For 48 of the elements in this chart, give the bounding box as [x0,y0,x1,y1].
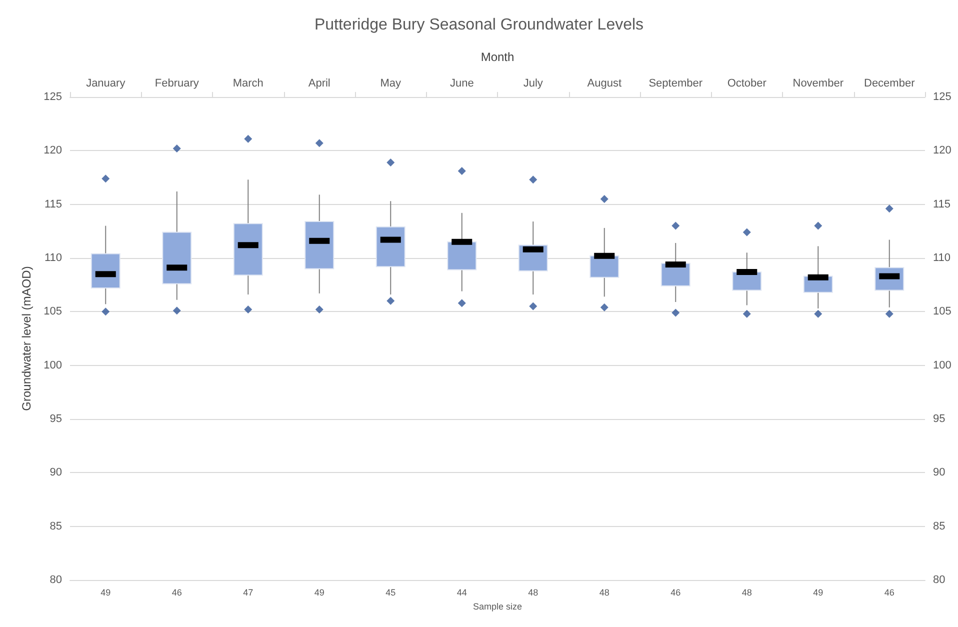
y2-tick-label: 105 [933,306,952,318]
text: 45 [386,588,396,598]
y-tick-label: 120 [44,144,62,157]
y2-tick-label: 85 [933,520,946,532]
x-tick-label: December [864,78,916,90]
y-tick-label: 110 [44,252,62,264]
text: 49 [100,588,111,598]
x-tick-label: February [154,78,200,90]
text: 48 [742,588,752,598]
x-axis-title: Sample size [472,602,522,612]
y-axis-title: Groundwater level (mAOD) [20,266,34,411]
text: 48 [528,588,538,598]
text: 47 [243,588,254,598]
y-tick-label: 115 [44,198,62,210]
text: 49 [314,588,324,598]
y-tick-label: 105 [44,306,62,318]
x-tick-label: April [308,78,330,90]
x-tick-label: March [232,78,264,90]
y2-tick-label: 125 [933,91,952,103]
y-tick-label: 90 [50,466,62,479]
x-tick-label: November [792,78,844,90]
x2-axis-title: Month [480,50,514,64]
text: 49 [813,588,824,598]
chart-title: Putteridge Bury Seasonal Groundwater Levels [314,16,644,34]
y2-tick-label: 80 [933,574,946,586]
y2-tick-label: 120 [933,144,952,157]
y-tick-label: 85 [50,520,62,532]
y2-tick-label: 110 [933,252,951,264]
y-tick-label: 95 [50,413,62,425]
x-tick-label: July [523,78,544,90]
text: 46 [172,588,182,598]
x-tick-label: September [648,78,703,90]
y2-tick-label: 90 [933,466,946,479]
y2-tick-label: 95 [933,413,946,425]
y-tick-label: 100 [44,359,62,372]
text: 44 [456,588,467,598]
x-tick-label: May [380,78,402,90]
y2-tick-label: 115 [933,198,951,210]
x-tick-label: January [86,78,126,90]
y2-tick-label: 100 [933,359,952,372]
y-tick-label: 125 [44,91,62,103]
text: 48 [599,588,610,598]
x-tick-label: August [587,78,622,90]
text: 46 [670,588,681,598]
y-tick-label: 80 [50,574,62,586]
x-tick-label: October [727,78,767,90]
x-tick-label: June [450,78,474,90]
text: 46 [884,588,894,598]
